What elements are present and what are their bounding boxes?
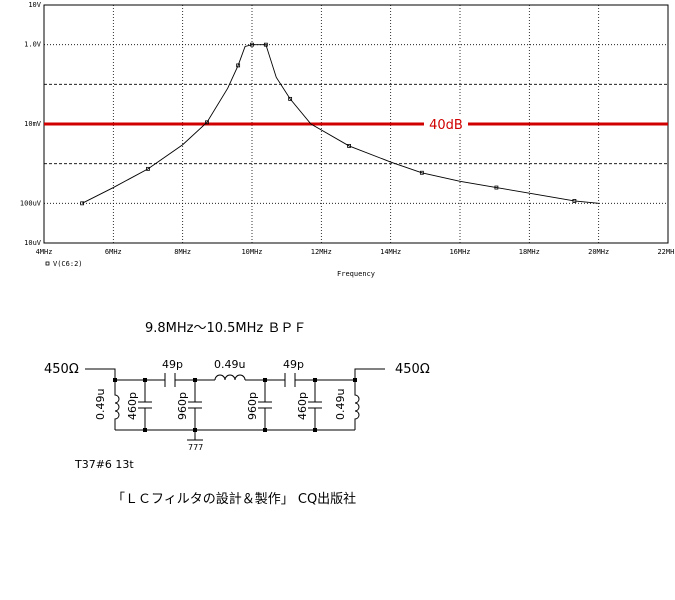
series-inductor xyxy=(214,374,246,381)
x-tick-label: 4MHz xyxy=(36,248,53,256)
ground-label: 777 xyxy=(188,443,203,452)
x-tick-label: 6MHz xyxy=(105,248,122,256)
reference-label: 40dB xyxy=(429,118,463,133)
data-point xyxy=(494,185,499,190)
y-tick-label: 10mV xyxy=(24,120,42,128)
x-tick-label: 18MHz xyxy=(519,248,540,256)
ground xyxy=(187,430,203,441)
data-point xyxy=(288,96,293,101)
x-tick-label: 8MHz xyxy=(174,248,191,256)
y-tick-label: 10uV xyxy=(24,239,42,247)
port-label: 450Ω xyxy=(395,362,430,377)
component-label: 0.49u xyxy=(214,358,245,371)
circuit-diagram: 9.8MHz～10.5MHz ＢＰＦ 450Ω 450Ω 49p 49p 0.4… xyxy=(44,321,430,507)
x-tick-label: 12MHz xyxy=(311,248,332,256)
data-point xyxy=(572,199,577,203)
data-point xyxy=(236,63,241,68)
x-axis-label: Frequency xyxy=(337,270,375,278)
component-label: 960p xyxy=(176,392,189,420)
legend-label: V(C6:2) xyxy=(53,260,83,268)
data-point xyxy=(146,166,150,171)
component-label: 0.49u xyxy=(334,389,347,420)
x-tick-label: 14MHz xyxy=(380,248,401,256)
junction xyxy=(113,378,357,432)
x-tick-label: 10MHz xyxy=(241,248,262,256)
data-point xyxy=(263,42,268,47)
component-label: 460p xyxy=(296,392,309,420)
citation: 「ＬＣフィルタの設計＆製作」 CQ出版社 xyxy=(112,491,356,507)
reference-label-bg xyxy=(424,116,468,132)
core-note: T37#6 13t xyxy=(74,458,134,471)
component-label: 960p xyxy=(246,392,259,420)
port-label: 450Ω xyxy=(44,362,79,377)
component-label: 49p xyxy=(283,358,304,371)
y-tick-label: 1.0V xyxy=(24,41,42,49)
component-label: 49p xyxy=(162,358,183,371)
x-tick-label: 16MHz xyxy=(449,248,470,256)
component-label: 460p xyxy=(126,392,139,420)
y-tick-label: 100uV xyxy=(20,199,42,207)
series-line xyxy=(81,44,599,204)
x-tick-label: 22MHz xyxy=(657,248,675,256)
legend-marker xyxy=(45,261,50,266)
component-label: 0.49u xyxy=(94,389,107,420)
data-point xyxy=(250,42,254,47)
y-tick-label: 10V xyxy=(28,1,41,9)
x-tick-label: 20MHz xyxy=(588,248,609,256)
series-capacitor xyxy=(164,373,296,387)
shunt-capacitor xyxy=(138,380,322,430)
shunt-inductor xyxy=(114,380,360,430)
diagram-title: 9.8MHz～10.5MHz ＢＰＦ xyxy=(145,321,306,336)
chart: 4MHz 6MHz 8MHz 10MHz 12MHz 14MHz 16MHz 18MHz 20M… xyxy=(20,1,675,278)
data-point xyxy=(80,201,85,206)
data-point xyxy=(419,170,424,175)
data-point xyxy=(347,144,351,148)
data-point xyxy=(205,120,209,125)
